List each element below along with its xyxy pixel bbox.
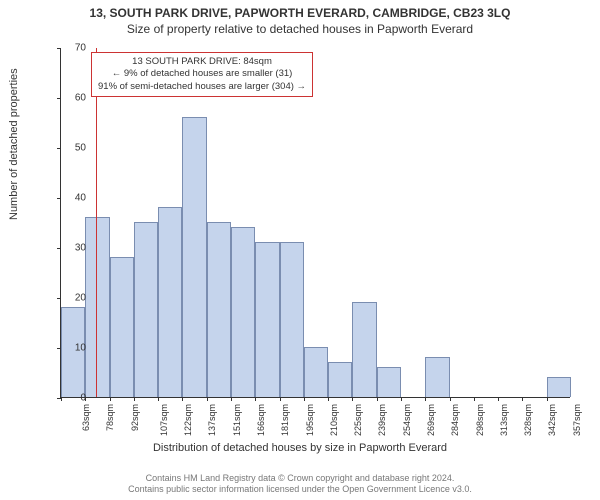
y-tick-label: 30 (56, 243, 86, 254)
x-tick-mark (182, 397, 183, 401)
x-tick-mark (498, 397, 499, 401)
histogram-bar (304, 347, 328, 397)
x-tick-label: 166sqm (256, 404, 266, 436)
x-tick-label: 239sqm (377, 404, 387, 436)
x-tick-label: 92sqm (130, 404, 140, 431)
x-tick-label: 63sqm (81, 404, 91, 431)
histogram-bar (377, 367, 401, 397)
x-tick-mark (401, 397, 402, 401)
annotation-box: 13 SOUTH PARK DRIVE: 84sqm← 9% of detach… (91, 52, 313, 97)
annotation-line: 13 SOUTH PARK DRIVE: 84sqm (98, 56, 306, 68)
page-title: 13, SOUTH PARK DRIVE, PAPWORTH EVERARD, … (0, 0, 600, 20)
chart-container: 13, SOUTH PARK DRIVE, PAPWORTH EVERARD, … (0, 0, 600, 500)
y-tick-label: 40 (56, 193, 86, 204)
histogram-bar (280, 242, 304, 397)
y-tick-label: 20 (56, 293, 86, 304)
x-tick-label: 313sqm (499, 404, 509, 436)
histogram-bar (182, 117, 206, 397)
x-tick-mark (328, 397, 329, 401)
x-tick-label: 225sqm (353, 404, 363, 436)
histogram-bar (85, 217, 109, 397)
x-tick-label: 181sqm (280, 404, 290, 436)
plot-area: 63sqm78sqm92sqm107sqm122sqm137sqm151sqm1… (60, 48, 570, 398)
y-tick-label: 50 (56, 143, 86, 154)
x-tick-mark (280, 397, 281, 401)
x-tick-label: 78sqm (105, 404, 115, 431)
x-tick-mark (231, 397, 232, 401)
x-tick-mark (474, 397, 475, 401)
footer-attribution: Contains HM Land Registry data © Crown c… (0, 473, 600, 496)
x-tick-mark (450, 397, 451, 401)
histogram-bar (231, 227, 255, 397)
x-tick-mark (134, 397, 135, 401)
x-tick-label: 298sqm (475, 404, 485, 436)
x-tick-mark (110, 397, 111, 401)
x-tick-mark (425, 397, 426, 401)
y-tick-label: 0 (56, 393, 86, 404)
x-axis-label: Distribution of detached houses by size … (0, 442, 600, 454)
histogram-bar (255, 242, 279, 397)
x-tick-label: 269sqm (426, 404, 436, 436)
annotation-line: ← 9% of detached houses are smaller (31) (98, 68, 306, 80)
x-tick-mark (207, 397, 208, 401)
x-tick-mark (377, 397, 378, 401)
reference-line (96, 48, 97, 397)
histogram-bar (425, 357, 449, 397)
y-tick-label: 60 (56, 93, 86, 104)
x-tick-label: 284sqm (450, 404, 460, 436)
x-tick-label: 195sqm (305, 404, 315, 436)
x-tick-label: 210sqm (329, 404, 339, 436)
x-tick-mark (547, 397, 548, 401)
histogram-bar (110, 257, 134, 397)
x-tick-label: 342sqm (547, 404, 557, 436)
footer-line-1: Contains HM Land Registry data © Crown c… (0, 473, 600, 485)
chart-area: 63sqm78sqm92sqm107sqm122sqm137sqm151sqm1… (60, 48, 570, 398)
x-tick-label: 357sqm (572, 404, 582, 436)
chart-subtitle: Size of property relative to detached ho… (0, 20, 600, 36)
x-tick-label: 122sqm (183, 404, 193, 436)
y-axis-label: Number of detached properties (8, 68, 20, 220)
footer-line-2: Contains public sector information licen… (0, 484, 600, 496)
histogram-bar (328, 362, 352, 397)
histogram-bar (158, 207, 182, 397)
x-tick-mark (352, 397, 353, 401)
x-tick-label: 254sqm (402, 404, 412, 436)
x-tick-label: 137sqm (207, 404, 217, 436)
histogram-bar (207, 222, 231, 397)
y-tick-label: 70 (56, 43, 86, 54)
histogram-bar (352, 302, 376, 397)
x-tick-mark (158, 397, 159, 401)
y-tick-label: 10 (56, 343, 86, 354)
x-tick-label: 107sqm (159, 404, 169, 436)
histogram-bar (134, 222, 158, 397)
x-tick-label: 328sqm (523, 404, 533, 436)
x-tick-mark (255, 397, 256, 401)
histogram-bar (547, 377, 571, 397)
x-tick-mark (522, 397, 523, 401)
annotation-line: 91% of semi-detached houses are larger (… (98, 81, 306, 93)
x-tick-mark (304, 397, 305, 401)
x-tick-label: 151sqm (232, 404, 242, 436)
